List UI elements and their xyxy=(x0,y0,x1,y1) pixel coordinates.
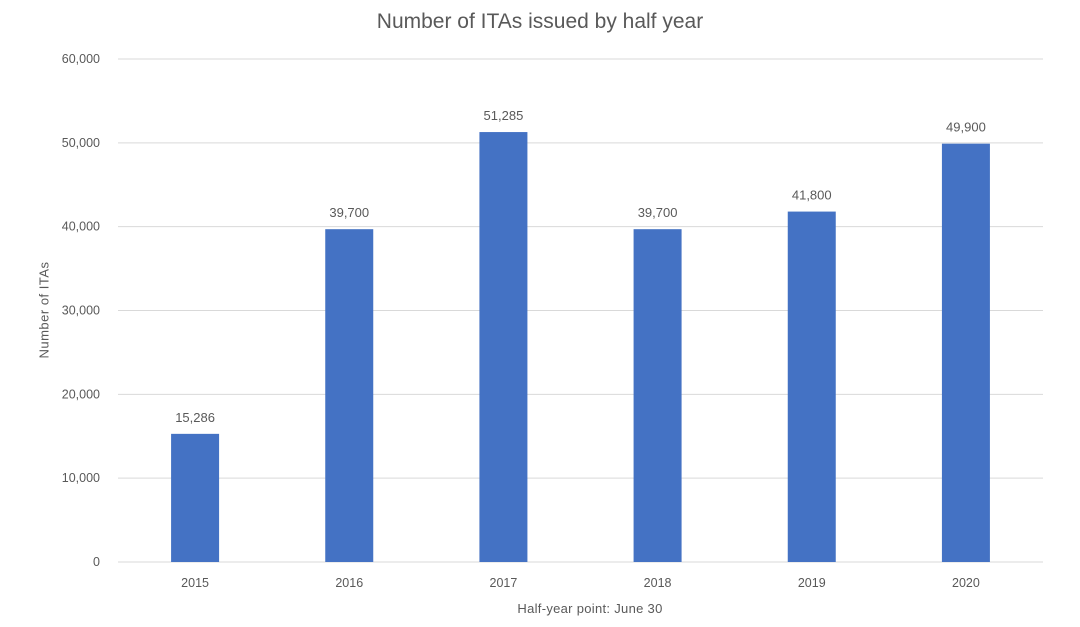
x-tick-label: 2020 xyxy=(952,576,980,590)
x-tick-label: 2015 xyxy=(181,576,209,590)
data-label: 41,800 xyxy=(792,188,832,203)
y-tick-label: 40,000 xyxy=(62,220,100,234)
bar-2019 xyxy=(787,211,836,562)
data-label: 15,286 xyxy=(175,410,215,425)
x-tick-label: 2017 xyxy=(490,576,518,590)
data-label: 39,700 xyxy=(329,205,369,220)
x-tick-label: 2019 xyxy=(798,576,826,590)
bar-2015 xyxy=(171,433,220,562)
y-tick-label: 50,000 xyxy=(62,136,100,150)
bar-2016 xyxy=(325,229,374,562)
data-label: 49,900 xyxy=(946,120,986,135)
y-tick-label: 60,000 xyxy=(62,52,100,66)
bar-2017 xyxy=(479,132,528,563)
data-label: 51,285 xyxy=(484,108,524,123)
y-tick-label: 10,000 xyxy=(62,471,100,485)
chart-title: Number of ITAs issued by half year xyxy=(376,10,704,33)
x-tick-label: 2018 xyxy=(644,576,672,590)
x-tick-label: 2016 xyxy=(335,576,363,590)
y-tick-label: 30,000 xyxy=(62,304,100,318)
bar-2018 xyxy=(633,229,682,562)
y-tick-label: 20,000 xyxy=(62,387,100,401)
y-tick-label: 0 xyxy=(93,555,100,569)
x-axis-label: Half-year point: June 30 xyxy=(517,601,663,616)
bar-2020 xyxy=(941,143,990,562)
data-label: 39,700 xyxy=(638,205,678,220)
